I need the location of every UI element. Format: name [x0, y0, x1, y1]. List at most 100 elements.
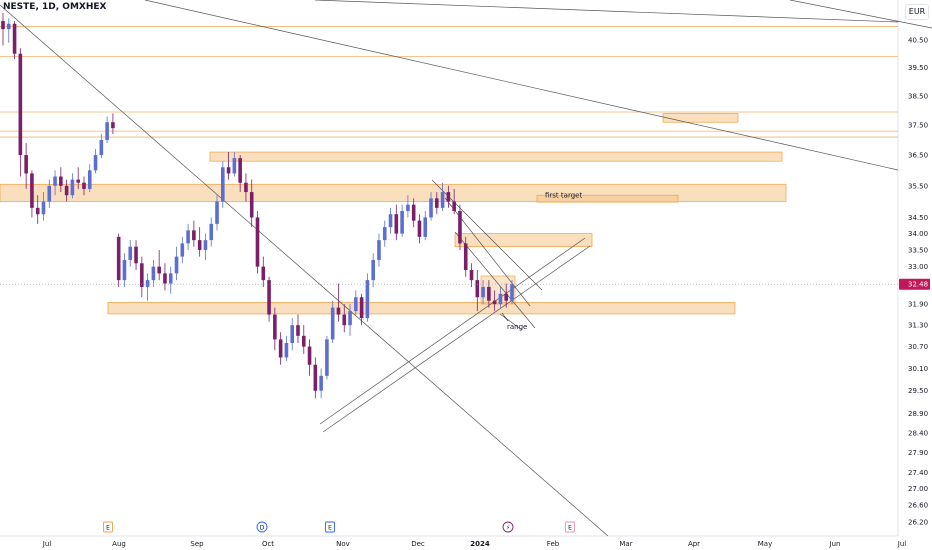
y-tick-label: 33.00	[908, 263, 928, 271]
x-tick-label: Dec	[411, 540, 425, 548]
candle-body	[481, 286, 485, 298]
candle-body	[325, 339, 329, 376]
candle-body	[382, 227, 387, 241]
candle-body	[6, 23, 11, 30]
currency-button[interactable]: EUR	[905, 4, 929, 20]
y-tick-label: 34.00	[908, 230, 928, 238]
candle-body	[359, 297, 364, 319]
candle-body	[458, 211, 462, 244]
supply-demand-zone	[454, 233, 593, 248]
event-marker-label: E	[106, 525, 110, 532]
event-marker-earnings	[325, 521, 335, 533]
candle-body	[105, 122, 109, 141]
event-marker-label: ⚡	[506, 525, 510, 532]
candle-body	[220, 167, 225, 202]
candle-body	[313, 364, 318, 391]
y-tick-label: 40.50	[908, 37, 928, 45]
annotation-first-target: first target	[545, 192, 582, 200]
trend-line	[319, 237, 586, 425]
candle-body	[492, 300, 497, 305]
candle-body	[134, 246, 138, 264]
trend-line	[314, 0, 899, 23]
candle-body	[82, 182, 86, 189]
candle-body	[296, 325, 300, 336]
range-arrow	[501, 312, 509, 322]
candle-body	[440, 192, 445, 208]
candle-body	[70, 179, 75, 196]
y-tick-label: 30.10	[908, 365, 928, 373]
x-tick-label: Feb	[547, 540, 560, 548]
candle-body	[140, 263, 144, 287]
candle-body	[487, 286, 491, 301]
candle-body	[35, 207, 40, 215]
candle-body	[59, 176, 63, 186]
x-tick-label: Apr	[688, 540, 700, 548]
trend-line	[499, 313, 523, 331]
y-tick-label: 26.60	[908, 502, 928, 510]
candle-body	[510, 284, 514, 301]
supply-demand-zone	[107, 302, 736, 315]
y-tick-label: 27.00	[908, 485, 928, 493]
plot-area	[0, 0, 898, 536]
candle-body	[157, 266, 161, 274]
candle-body	[168, 273, 173, 284]
candle-body	[226, 167, 231, 174]
x-tick-label: Jun	[829, 540, 841, 548]
candle-body	[76, 179, 80, 183]
x-tick-label: Aug	[112, 540, 126, 548]
y-tick-label: 37.50	[908, 122, 928, 130]
candle-body	[301, 335, 306, 347]
trend-line	[789, 0, 932, 29]
y-tick-label: 31.90	[908, 301, 928, 309]
candle-body	[267, 280, 271, 315]
candle-body	[469, 269, 474, 281]
y-tick-label: 26.20	[908, 519, 928, 527]
x-tick-label: May	[758, 540, 772, 548]
candle-body	[400, 211, 404, 234]
candle-body	[186, 230, 190, 244]
last-price-label: 32.48	[908, 281, 928, 289]
candle-body	[116, 236, 121, 281]
event-marker-label: E	[328, 525, 332, 532]
candle-body	[406, 204, 410, 212]
candle-body	[273, 314, 277, 340]
candle-body	[452, 201, 456, 212]
candle-body	[394, 214, 399, 234]
candle-body	[278, 339, 283, 358]
event-marker-label: E	[568, 525, 572, 532]
candle-body	[145, 280, 150, 287]
candle-body	[244, 182, 248, 193]
y-tick-label: 30.70	[908, 343, 928, 351]
candle-body	[342, 314, 347, 326]
x-tick-label: Nov	[336, 540, 350, 548]
candle-body	[504, 293, 509, 301]
x-tick-label: 2024	[470, 540, 490, 548]
candle-body	[64, 185, 69, 196]
event-marker-earnings	[565, 521, 575, 533]
x-tick-label: Jul	[897, 540, 907, 548]
y-tick-label: 34.50	[908, 214, 928, 222]
candle-body	[232, 158, 237, 174]
candle-body	[348, 311, 352, 326]
candle-body	[151, 266, 156, 281]
y-tick-label: 38.50	[908, 93, 928, 101]
candle-body	[41, 201, 46, 215]
candle-body	[1, 21, 5, 30]
event-marker-label: D	[260, 525, 265, 532]
candle-body	[429, 198, 433, 218]
candle-body	[174, 256, 179, 274]
candle-body	[30, 173, 34, 208]
trend-line	[322, 245, 591, 433]
symbol-header: NESTE, 1D, OMXHEX	[3, 2, 107, 12]
candle-body	[423, 217, 428, 237]
candle-body	[417, 220, 422, 237]
candle-body	[99, 140, 104, 156]
last-price-tag	[899, 278, 930, 290]
candle-body	[290, 325, 295, 343]
y-tick-label: 28.90	[908, 410, 928, 418]
x-tick-label: Jul	[42, 540, 52, 548]
candle-body	[377, 240, 381, 260]
candle-body	[371, 259, 375, 281]
candle-body	[197, 240, 202, 250]
